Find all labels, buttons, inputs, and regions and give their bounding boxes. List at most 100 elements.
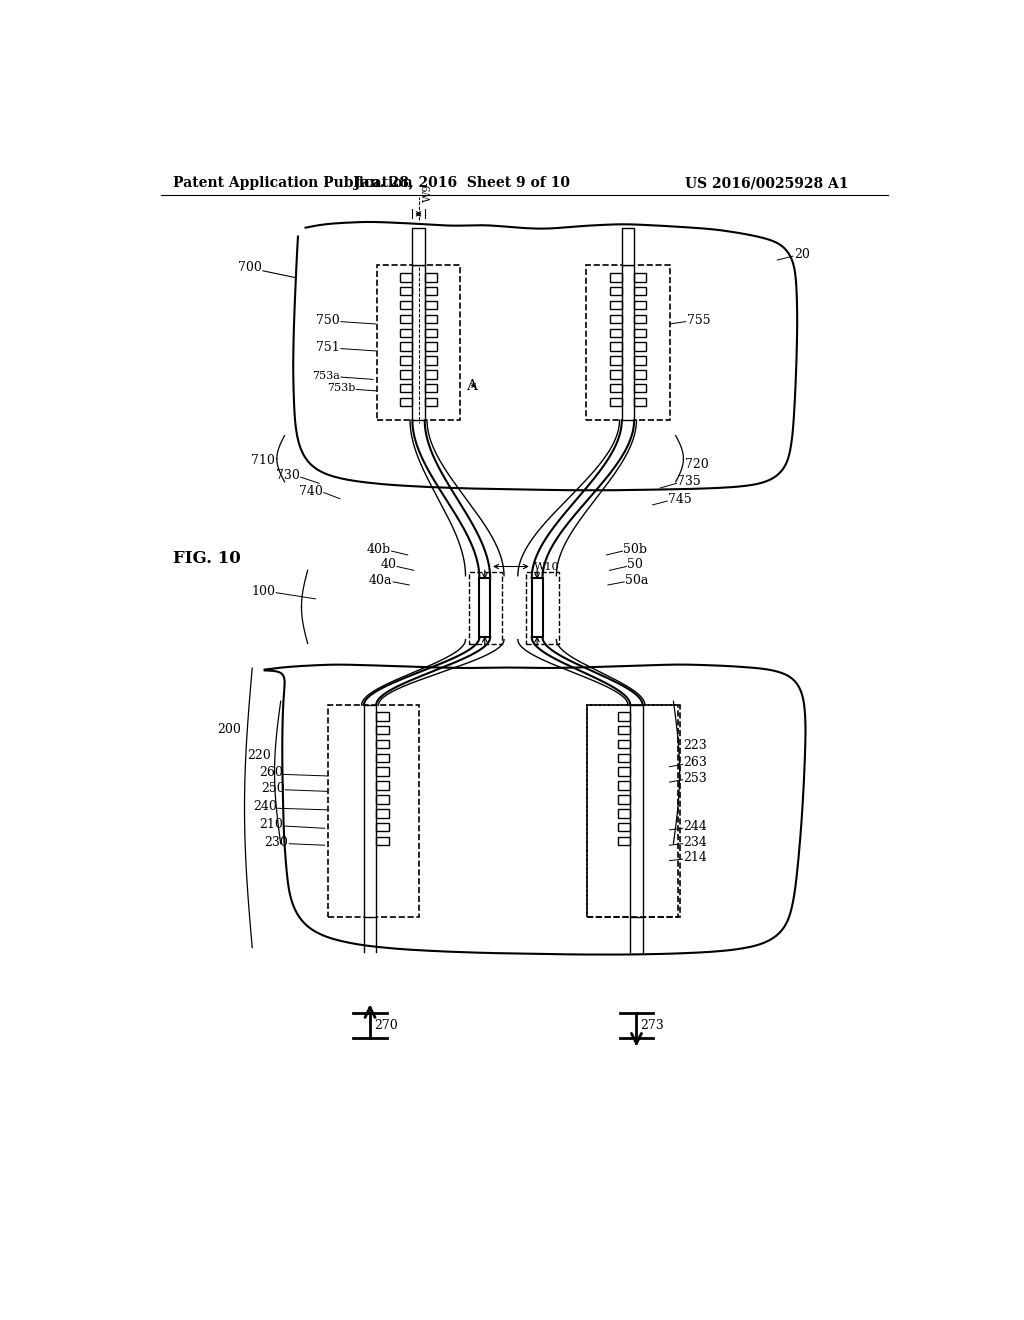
Bar	[634, 384, 646, 392]
Bar	[617, 809, 631, 817]
Text: 720: 720	[685, 458, 709, 471]
Text: 240: 240	[253, 800, 276, 813]
Bar	[634, 356, 646, 364]
Bar	[609, 342, 622, 351]
Text: 214: 214	[683, 851, 708, 865]
Text: US 2016/0025928 A1: US 2016/0025928 A1	[685, 176, 849, 190]
Bar	[425, 314, 437, 323]
Bar	[413, 227, 425, 264]
Bar	[425, 356, 437, 364]
Text: Patent Application Publication: Patent Application Publication	[173, 176, 413, 190]
Bar	[376, 809, 388, 817]
Text: Jan. 28, 2016  Sheet 9 of 10: Jan. 28, 2016 Sheet 9 of 10	[353, 176, 569, 190]
Text: 223: 223	[683, 739, 708, 751]
Text: 234: 234	[683, 836, 708, 849]
Bar	[609, 384, 622, 392]
Text: 753a: 753a	[312, 371, 340, 380]
Text: 210: 210	[259, 818, 283, 832]
Text: 700: 700	[238, 261, 261, 275]
Text: 40: 40	[380, 558, 396, 572]
Text: 745: 745	[668, 492, 692, 506]
Bar	[634, 329, 646, 337]
Bar	[400, 329, 413, 337]
Bar	[329, 705, 419, 917]
Bar	[400, 273, 413, 281]
Bar	[617, 711, 631, 721]
Text: 20: 20	[795, 248, 810, 261]
Text: 253: 253	[683, 772, 708, 785]
Bar	[617, 837, 631, 845]
Bar	[617, 781, 631, 789]
Text: 735: 735	[677, 475, 701, 488]
Bar	[425, 384, 437, 392]
Text: 740: 740	[299, 484, 323, 498]
Bar	[376, 781, 388, 789]
Bar	[425, 370, 437, 379]
Bar	[617, 795, 631, 804]
Text: 755: 755	[686, 314, 710, 326]
Text: 260: 260	[259, 767, 283, 779]
Bar	[377, 264, 460, 420]
Text: 751: 751	[316, 341, 340, 354]
Bar	[634, 314, 646, 323]
Text: 273: 273	[640, 1019, 664, 1032]
Text: 220: 220	[247, 748, 270, 762]
Bar	[634, 370, 646, 379]
Bar	[609, 356, 622, 364]
Bar	[531, 578, 543, 638]
Bar	[634, 301, 646, 309]
Text: 50a: 50a	[625, 574, 648, 587]
Bar	[400, 342, 413, 351]
Text: 200: 200	[217, 723, 241, 737]
Text: 753b: 753b	[327, 383, 355, 393]
Text: 40b: 40b	[367, 543, 391, 556]
Bar	[400, 370, 413, 379]
Bar	[609, 273, 622, 281]
Bar	[425, 397, 437, 407]
Bar	[400, 286, 413, 296]
Text: W9: W9	[423, 183, 433, 202]
Bar	[425, 301, 437, 309]
Bar	[631, 705, 643, 917]
Bar	[525, 572, 559, 644]
Bar	[425, 342, 437, 351]
Text: 250: 250	[261, 781, 285, 795]
Bar	[609, 370, 622, 379]
Text: 230: 230	[264, 836, 289, 849]
Bar	[376, 754, 388, 762]
Bar	[617, 754, 631, 762]
Bar	[376, 795, 388, 804]
Bar	[413, 264, 425, 420]
Bar	[587, 264, 670, 420]
Text: 100: 100	[251, 585, 275, 598]
Text: Λ: Λ	[466, 379, 477, 392]
Text: 244: 244	[683, 820, 708, 833]
Text: 270: 270	[374, 1019, 397, 1032]
Bar	[622, 264, 634, 420]
Bar	[634, 397, 646, 407]
Bar	[617, 767, 631, 776]
Bar	[376, 837, 388, 845]
Bar	[376, 822, 388, 832]
Bar	[617, 822, 631, 832]
Bar	[400, 384, 413, 392]
Bar	[617, 739, 631, 748]
Text: 263: 263	[683, 756, 708, 770]
Bar	[376, 726, 388, 734]
Bar	[622, 227, 634, 264]
Bar	[609, 397, 622, 407]
Bar	[609, 314, 622, 323]
Bar	[469, 572, 503, 644]
Bar	[425, 273, 437, 281]
Bar	[587, 705, 680, 917]
Text: 730: 730	[276, 469, 300, 482]
Bar	[376, 739, 388, 748]
Bar	[400, 397, 413, 407]
Bar	[364, 705, 376, 917]
Bar	[376, 711, 388, 721]
Text: 40a: 40a	[369, 574, 392, 587]
Bar	[400, 356, 413, 364]
Text: 710: 710	[252, 454, 275, 467]
Bar	[376, 767, 388, 776]
Text: 750: 750	[316, 314, 340, 326]
